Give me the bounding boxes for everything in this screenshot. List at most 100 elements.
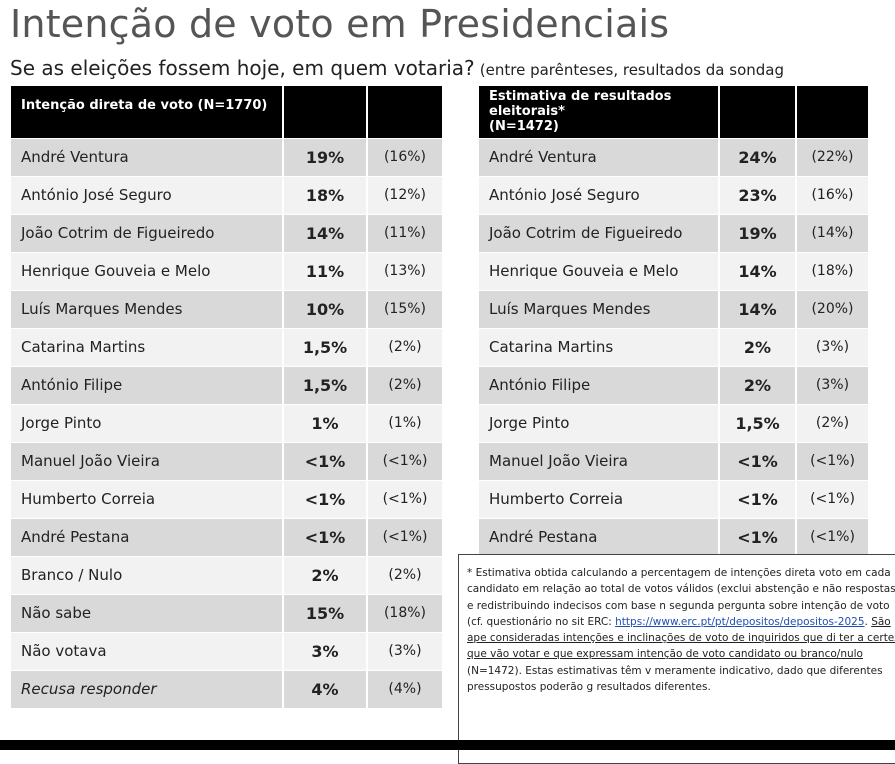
previous-percentage: (<1%) [367, 441, 442, 480]
previous-percentage: (<1%) [796, 479, 868, 518]
candidate-name: Humberto Correia [479, 479, 720, 518]
previous-percentage: (16%) [367, 137, 442, 176]
estimate-row: Humberto Correia <1% (<1%) [479, 479, 868, 518]
vote-percentage: 1,5% [719, 403, 797, 442]
direct-vote-row: Jorge Pinto 1% (1%) [11, 403, 442, 442]
candidate-name: André Pestana [11, 517, 284, 556]
candidate-name: Luís Marques Mendes [479, 289, 720, 328]
subtitle-question: Se as eleições fossem hoje, em quem vota… [10, 56, 475, 80]
candidate-name: Jorge Pinto [11, 403, 284, 442]
footnote-underlined: São ape consideradas intenções e inclina… [467, 615, 895, 661]
candidate-name: Catarina Martins [479, 327, 720, 366]
direct-vote-row: António José Seguro 18% (12%) [11, 175, 442, 214]
estimate-row: António Filipe 2% (3%) [479, 365, 868, 404]
vote-percentage: 14% [283, 213, 368, 252]
vote-percentage: 24% [719, 137, 797, 176]
vote-percentage: 14% [719, 251, 797, 290]
estimate-table: Estimativa de resultados eleitorais* (N=… [479, 86, 868, 556]
vote-percentage: 11% [283, 251, 368, 290]
previous-percentage: (2%) [796, 403, 868, 442]
direct-vote-table: Intenção direta de voto (N=1770) André V… [11, 86, 442, 708]
estimate-row: André Pestana <1% (<1%) [479, 517, 868, 556]
vote-percentage: <1% [283, 517, 368, 556]
direct-vote-row: André Ventura 19% (16%) [11, 137, 442, 176]
direct-vote-row: Manuel João Vieira <1% (<1%) [11, 441, 442, 480]
direct-vote-row: Não sabe 15% (18%) [11, 593, 442, 632]
page-title: Intenção de voto em Presidenciais [10, 2, 670, 46]
vote-percentage: 2% [719, 327, 797, 366]
bottom-bar [0, 740, 895, 750]
estimate-row: André Ventura 24% (22%) [479, 137, 868, 176]
previous-percentage: (<1%) [796, 517, 868, 556]
vote-percentage: 15% [283, 593, 368, 632]
vote-percentage: 19% [283, 137, 368, 176]
erc-link[interactable]: https://www.erc.pt/pt/depositos/deposito… [615, 615, 865, 628]
direct-vote-row: Luís Marques Mendes 10% (15%) [11, 289, 442, 328]
previous-percentage: (14%) [796, 213, 868, 252]
candidate-name: António Filipe [479, 365, 720, 404]
candidate-name: Henrique Gouveia e Melo [479, 251, 720, 290]
previous-percentage: (16%) [796, 175, 868, 214]
vote-percentage: 14% [719, 289, 797, 328]
footnote-text-3: (N=1472). Estas estimativas têm v merame… [467, 664, 883, 694]
candidate-name: António José Seguro [479, 175, 720, 214]
vote-percentage: <1% [719, 441, 797, 480]
vote-percentage: <1% [719, 479, 797, 518]
previous-percentage: (2%) [367, 555, 442, 594]
vote-percentage: 2% [719, 365, 797, 404]
estimate-row: Luís Marques Mendes 14% (20%) [479, 289, 868, 328]
direct-vote-row: João Cotrim de Figueiredo 14% (11%) [11, 213, 442, 252]
vote-percentage: 2% [283, 555, 368, 594]
candidate-name: André Ventura [479, 137, 720, 176]
estimate-header: Estimativa de resultados eleitorais* (N=… [479, 86, 720, 138]
footnote-text-1: * Estimativa obtida calculando a percent… [467, 567, 895, 628]
vote-percentage: 1,5% [283, 365, 368, 404]
previous-percentage: (18%) [367, 593, 442, 632]
candidate-name: António José Seguro [11, 175, 284, 214]
candidate-name: Henrique Gouveia e Melo [11, 251, 284, 290]
direct-vote-row: Branco / Nulo 2% (2%) [11, 555, 442, 594]
estimate-header-pct [719, 86, 797, 138]
footnote-box: * Estimativa obtida calculando a percent… [458, 554, 895, 764]
candidate-name: Humberto Correia [11, 479, 284, 518]
estimate-row: Manuel João Vieira <1% (<1%) [479, 441, 868, 480]
direct-vote-row: Humberto Correia <1% (<1%) [11, 479, 442, 518]
candidate-name: Não sabe [11, 593, 284, 632]
vote-percentage: <1% [283, 441, 368, 480]
vote-percentage: 4% [283, 669, 368, 708]
previous-percentage: (15%) [367, 289, 442, 328]
vote-percentage: 10% [283, 289, 368, 328]
candidate-name: João Cotrim de Figueiredo [479, 213, 720, 252]
candidate-name: António Filipe [11, 365, 284, 404]
previous-percentage: (1%) [367, 403, 442, 442]
direct-vote-row: André Pestana <1% (<1%) [11, 517, 442, 556]
footnote-text-2: . [864, 615, 872, 628]
vote-percentage: 19% [719, 213, 797, 252]
direct-vote-rows: André Ventura 19% (16%) António José Seguro… [11, 137, 442, 708]
estimate-row: João Cotrim de Figueiredo 19% (14%) [479, 213, 868, 252]
candidate-name: Não votava [11, 631, 284, 670]
estimate-row: António José Seguro 23% (16%) [479, 175, 868, 214]
vote-percentage: 18% [283, 175, 368, 214]
candidate-name: João Cotrim de Figueiredo [11, 213, 284, 252]
estimate-header-prev [796, 86, 868, 138]
previous-percentage: (<1%) [367, 479, 442, 518]
previous-percentage: (4%) [367, 669, 442, 708]
candidate-name: Recusa responder [11, 669, 284, 708]
direct-vote-row: António Filipe 1,5% (2%) [11, 365, 442, 404]
estimate-row: Henrique Gouveia e Melo 14% (18%) [479, 251, 868, 290]
candidate-name: Manuel João Vieira [479, 441, 720, 480]
direct-vote-row: Catarina Martins 1,5% (2%) [11, 327, 442, 366]
estimate-row: Catarina Martins 2% (3%) [479, 327, 868, 366]
previous-percentage: (18%) [796, 251, 868, 290]
candidate-name: André Pestana [479, 517, 720, 556]
direct-vote-header-pct [283, 86, 368, 138]
direct-vote-row: Recusa responder 4% (4%) [11, 669, 442, 708]
estimate-header-line2: (N=1472) [489, 119, 559, 135]
candidate-name: Luís Marques Mendes [11, 289, 284, 328]
previous-percentage: (3%) [796, 365, 868, 404]
estimate-rows: André Ventura 24% (22%) António José Seguro… [479, 137, 868, 556]
previous-percentage: (12%) [367, 175, 442, 214]
vote-percentage: 23% [719, 175, 797, 214]
candidate-name: Branco / Nulo [11, 555, 284, 594]
